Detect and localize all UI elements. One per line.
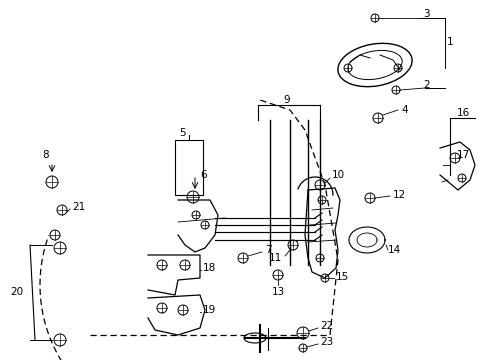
Text: 21: 21 bbox=[72, 202, 85, 212]
Text: 8: 8 bbox=[42, 150, 48, 160]
Text: 18: 18 bbox=[203, 263, 216, 273]
Text: 7: 7 bbox=[264, 245, 271, 255]
Bar bbox=[175, 140, 203, 195]
Text: 16: 16 bbox=[456, 108, 469, 118]
Text: 23: 23 bbox=[319, 337, 332, 347]
Text: 11: 11 bbox=[268, 253, 281, 263]
Text: 22: 22 bbox=[319, 321, 332, 331]
Text: 13: 13 bbox=[271, 287, 284, 297]
Text: 12: 12 bbox=[392, 190, 406, 200]
Text: 10: 10 bbox=[331, 170, 345, 180]
Text: 5: 5 bbox=[179, 128, 186, 138]
Text: 6: 6 bbox=[200, 170, 206, 180]
Text: 4: 4 bbox=[400, 105, 407, 115]
Text: 1: 1 bbox=[446, 37, 453, 47]
Text: 19: 19 bbox=[203, 305, 216, 315]
Text: 15: 15 bbox=[335, 272, 348, 282]
Text: 20: 20 bbox=[10, 287, 23, 297]
Text: 14: 14 bbox=[387, 245, 401, 255]
Text: 9: 9 bbox=[283, 95, 289, 105]
Text: 3: 3 bbox=[422, 9, 429, 19]
Text: 17: 17 bbox=[456, 150, 469, 160]
Text: 2: 2 bbox=[422, 80, 429, 90]
